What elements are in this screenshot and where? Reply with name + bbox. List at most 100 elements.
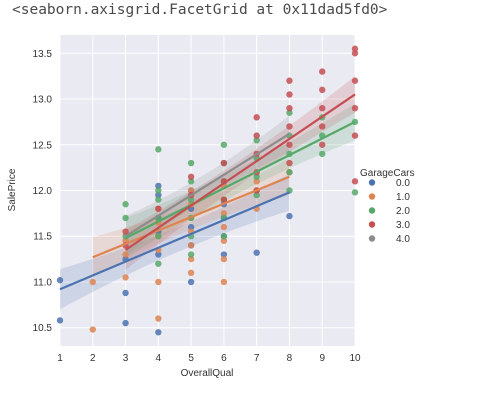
data-point <box>122 251 129 258</box>
data-point <box>351 77 359 84</box>
data-point <box>319 141 326 148</box>
legend-label: 4.0 <box>396 234 410 245</box>
regression-line <box>124 93 356 251</box>
data-point <box>286 159 293 167</box>
legend-title: GarageCars <box>360 168 414 179</box>
data-point <box>187 255 195 263</box>
x-tick-label: 10 <box>349 353 361 364</box>
x-tick-label: 9 <box>319 353 325 364</box>
regression-lines <box>59 93 356 291</box>
data-point <box>319 68 326 75</box>
data-point <box>351 132 359 139</box>
data-point <box>155 146 162 153</box>
data-point <box>155 233 162 240</box>
data-point <box>122 201 129 208</box>
data-point <box>351 104 359 112</box>
data-point <box>220 255 228 263</box>
data-point <box>220 233 228 240</box>
data-point <box>122 289 129 297</box>
y-tick-label: 12.0 <box>33 186 53 197</box>
data-point <box>155 182 162 190</box>
output-repr-text: <seaborn.axisgrid.FacetGrid at 0x11dad5f… <box>12 2 388 18</box>
data-point <box>286 141 293 148</box>
data-point <box>351 178 359 185</box>
data-point <box>155 196 162 203</box>
regression-line <box>59 191 290 291</box>
legend-label: 0.0 <box>396 178 410 189</box>
data-point <box>286 212 293 220</box>
legend-label: 1.0 <box>396 192 410 203</box>
data-point <box>220 223 228 231</box>
data-point <box>220 278 228 286</box>
data-point <box>89 326 96 333</box>
x-tick-label: 1 <box>57 353 63 364</box>
data-point <box>187 178 195 185</box>
regression-line <box>92 175 290 259</box>
data-point <box>253 173 260 180</box>
data-point <box>253 132 260 139</box>
data-point <box>220 159 228 167</box>
data-point <box>155 187 162 194</box>
data-point <box>155 278 162 286</box>
data-point <box>286 109 293 116</box>
data-points <box>56 45 359 336</box>
legend-label: 3.0 <box>396 220 410 231</box>
data-point <box>319 123 326 130</box>
x-tick-label: 7 <box>254 353 260 364</box>
y-tick-label: 10.5 <box>33 323 53 334</box>
x-tick-label: 8 <box>287 353 293 364</box>
data-point <box>187 251 195 258</box>
data-point <box>220 141 228 148</box>
x-tick-label: 2 <box>90 353 96 364</box>
data-point <box>253 178 260 185</box>
legend-marker <box>368 235 376 242</box>
data-point <box>253 114 260 121</box>
data-point <box>155 329 162 336</box>
data-point <box>319 104 326 112</box>
data-point <box>187 223 195 231</box>
y-tick-label: 13.5 <box>33 49 53 60</box>
y-tick-labels: 10.5 11.0 11.5 12.0 12.5 13.0 13.5 <box>33 49 53 334</box>
x-tick-labels: 1 2 3 4 5 6 7 8 9 10 <box>57 353 361 364</box>
data-point <box>122 274 129 281</box>
data-point <box>351 189 359 196</box>
data-point <box>253 249 260 256</box>
data-point <box>122 214 129 222</box>
regression-line <box>124 132 291 238</box>
data-point <box>155 260 162 267</box>
data-point <box>220 251 228 258</box>
data-point <box>286 123 293 130</box>
data-point <box>122 228 129 235</box>
y-tick-label: 12.5 <box>33 140 53 151</box>
data-point <box>351 50 359 57</box>
data-point <box>56 317 64 324</box>
x-axis-label: OverallQual <box>181 368 234 379</box>
data-point <box>187 173 195 180</box>
data-point <box>187 269 195 277</box>
legend-marker <box>368 221 376 228</box>
x-tick-label: 5 <box>188 353 194 364</box>
data-point <box>89 278 96 286</box>
legend-marker <box>368 207 376 214</box>
data-point <box>122 319 129 327</box>
legend-marker <box>368 193 376 200</box>
data-point <box>351 45 359 52</box>
x-tick-label: 4 <box>156 353 162 364</box>
data-point <box>286 169 293 176</box>
data-point <box>220 196 228 203</box>
data-point <box>187 278 195 286</box>
data-point <box>155 191 162 199</box>
legend-label: 2.0 <box>396 206 410 217</box>
data-point <box>286 77 293 84</box>
y-tick-label: 11.5 <box>33 232 52 243</box>
data-point <box>155 205 162 212</box>
data-point <box>319 86 326 94</box>
y-axis-label: SalePrice <box>7 168 18 211</box>
x-tick-label: 3 <box>123 353 129 364</box>
y-tick-label: 13.0 <box>33 95 53 106</box>
data-point <box>56 276 64 284</box>
data-point <box>187 187 195 194</box>
legend: GarageCars 0.0 1.0 2.0 3.0 4.0 <box>360 168 414 245</box>
data-point <box>187 159 195 167</box>
